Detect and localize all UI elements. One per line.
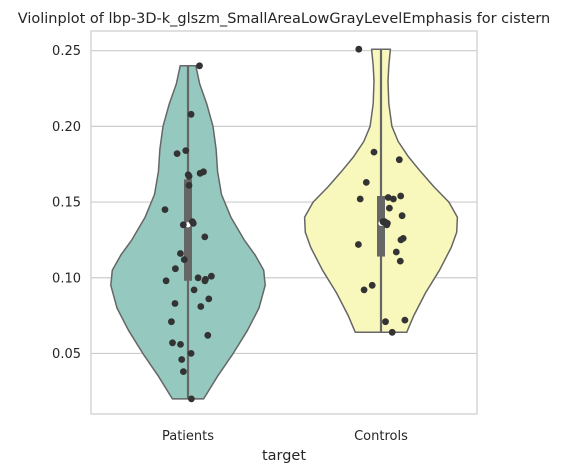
data-point bbox=[169, 339, 176, 347]
x-tick-label: Controls bbox=[354, 429, 408, 444]
data-point bbox=[185, 172, 193, 180]
data-point bbox=[180, 256, 188, 263]
data-point bbox=[178, 356, 186, 363]
strip-points bbox=[161, 45, 409, 403]
data-point bbox=[162, 277, 170, 285]
y-tick-label: 0.15 bbox=[52, 196, 81, 211]
data-point bbox=[177, 341, 184, 348]
median-marker bbox=[185, 222, 191, 228]
data-point bbox=[384, 194, 392, 201]
x-axis-label: target bbox=[262, 448, 306, 464]
data-point bbox=[382, 318, 389, 326]
y-tick-label: 0.25 bbox=[52, 44, 81, 59]
data-point bbox=[355, 241, 362, 248]
plot-frame bbox=[90, 30, 478, 415]
data-point bbox=[196, 62, 203, 70]
data-point bbox=[392, 248, 400, 256]
data-point bbox=[208, 272, 215, 280]
data-point bbox=[368, 281, 376, 289]
data-point bbox=[187, 350, 195, 357]
data-point bbox=[386, 204, 393, 212]
data-point bbox=[194, 274, 202, 282]
data-point bbox=[370, 148, 378, 156]
data-point bbox=[201, 233, 209, 241]
data-point bbox=[362, 179, 370, 186]
data-point bbox=[189, 219, 197, 227]
data-point bbox=[161, 206, 169, 214]
x-tick-label: Patients bbox=[162, 429, 214, 444]
data-point bbox=[180, 368, 187, 375]
data-point bbox=[205, 295, 213, 303]
data-point bbox=[188, 395, 195, 403]
data-point bbox=[397, 192, 405, 200]
iqr-box bbox=[377, 196, 385, 257]
data-point bbox=[171, 300, 179, 307]
data-point bbox=[383, 221, 391, 229]
data-point bbox=[398, 212, 406, 220]
data-point bbox=[190, 286, 198, 294]
data-point bbox=[172, 265, 179, 273]
data-point bbox=[390, 195, 397, 203]
y-tick-label: 0.10 bbox=[52, 271, 81, 286]
data-point bbox=[355, 45, 363, 53]
y-ticks: 0.05 0.10 0.15 0.20 0.25 bbox=[52, 44, 81, 362]
data-point bbox=[179, 221, 187, 229]
data-point bbox=[201, 277, 209, 285]
data-point bbox=[173, 150, 181, 158]
data-point bbox=[204, 331, 212, 339]
data-point bbox=[182, 147, 190, 155]
data-point bbox=[401, 316, 409, 324]
data-point bbox=[395, 156, 403, 164]
violins bbox=[110, 48, 459, 400]
data-point bbox=[196, 169, 204, 177]
data-point bbox=[396, 257, 404, 265]
data-point bbox=[177, 250, 184, 257]
y-tick-label: 0.05 bbox=[52, 347, 81, 362]
data-point bbox=[197, 303, 205, 310]
data-point bbox=[168, 318, 175, 326]
data-point bbox=[360, 286, 368, 294]
data-point bbox=[187, 110, 195, 118]
chart-title: Violinplot of lbp-3D-k_glszm_SmallAreaLo… bbox=[18, 11, 551, 27]
iqr-box bbox=[184, 179, 192, 281]
data-point bbox=[356, 195, 364, 203]
data-point bbox=[397, 236, 405, 244]
data-point bbox=[388, 328, 396, 336]
data-point bbox=[185, 182, 193, 189]
x-ticks: Patients Controls bbox=[162, 429, 408, 444]
y-tick-label: 0.20 bbox=[52, 120, 81, 135]
